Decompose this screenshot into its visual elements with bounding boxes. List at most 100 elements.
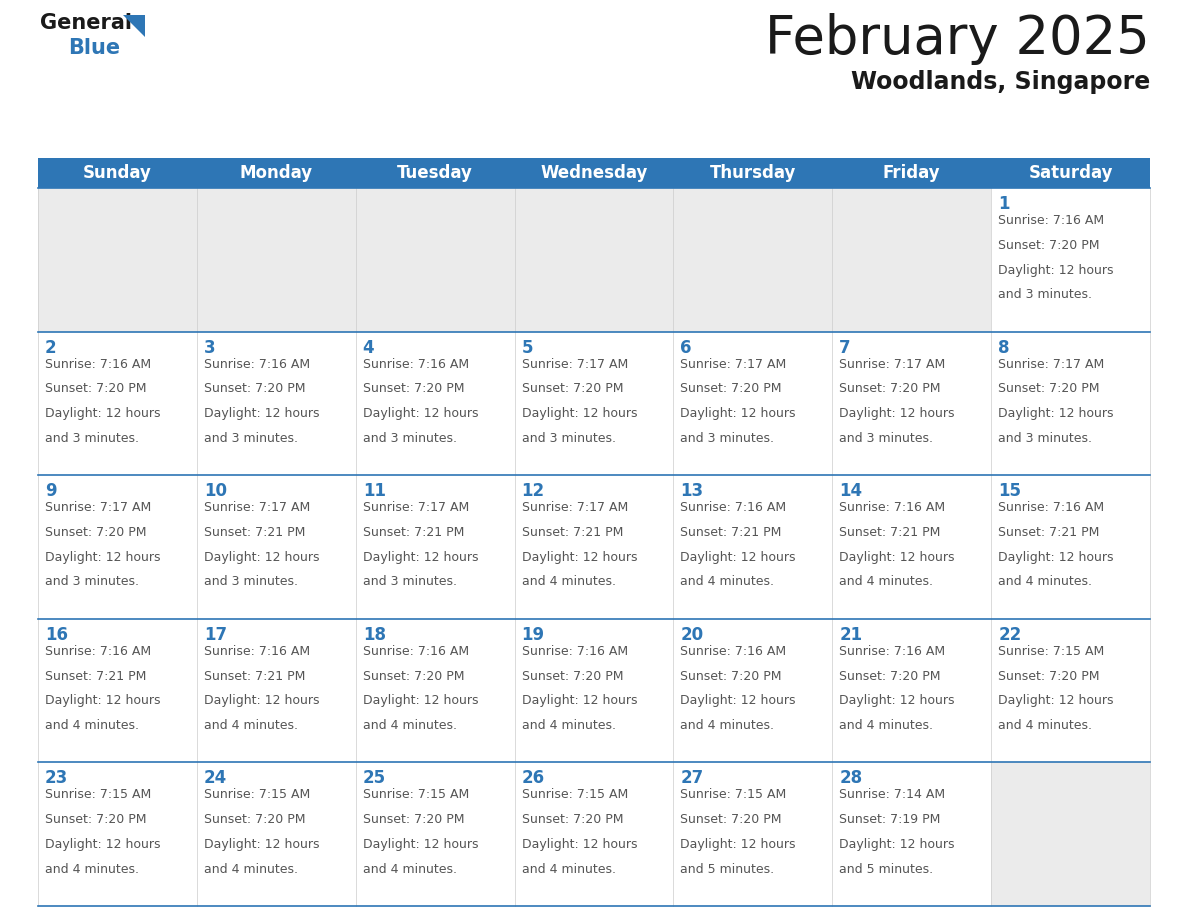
Text: Sunset: 7:20 PM: Sunset: 7:20 PM bbox=[998, 239, 1100, 252]
Text: and 3 minutes.: and 3 minutes. bbox=[204, 576, 298, 588]
Text: Daylight: 12 hours: Daylight: 12 hours bbox=[681, 694, 796, 707]
Text: Sunset: 7:20 PM: Sunset: 7:20 PM bbox=[998, 669, 1100, 683]
Bar bbox=[355, 763, 514, 906]
Text: Sunset: 7:20 PM: Sunset: 7:20 PM bbox=[45, 813, 146, 826]
Text: 10: 10 bbox=[204, 482, 227, 500]
Text: Daylight: 12 hours: Daylight: 12 hours bbox=[998, 694, 1113, 707]
Text: Daylight: 12 hours: Daylight: 12 hours bbox=[522, 838, 637, 851]
Bar bbox=[991, 619, 1150, 763]
Bar bbox=[833, 619, 991, 763]
Text: Sunrise: 7:17 AM: Sunrise: 7:17 AM bbox=[681, 358, 786, 371]
Text: Sunset: 7:19 PM: Sunset: 7:19 PM bbox=[839, 813, 941, 826]
Text: Sunset: 7:20 PM: Sunset: 7:20 PM bbox=[998, 383, 1100, 396]
Text: and 3 minutes.: and 3 minutes. bbox=[362, 576, 456, 588]
Text: and 4 minutes.: and 4 minutes. bbox=[362, 719, 456, 732]
Text: and 3 minutes.: and 3 minutes. bbox=[998, 288, 1092, 301]
Text: Daylight: 12 hours: Daylight: 12 hours bbox=[204, 838, 320, 851]
Text: Sunrise: 7:16 AM: Sunrise: 7:16 AM bbox=[839, 644, 946, 658]
Bar bbox=[991, 763, 1150, 906]
Text: Sunrise: 7:17 AM: Sunrise: 7:17 AM bbox=[45, 501, 151, 514]
Text: and 5 minutes.: and 5 minutes. bbox=[681, 863, 775, 876]
Text: Sunset: 7:21 PM: Sunset: 7:21 PM bbox=[204, 669, 305, 683]
Text: 24: 24 bbox=[204, 769, 227, 788]
Text: Sunset: 7:21 PM: Sunset: 7:21 PM bbox=[45, 669, 146, 683]
Text: Wednesday: Wednesday bbox=[541, 164, 647, 182]
Text: Sunset: 7:20 PM: Sunset: 7:20 PM bbox=[204, 383, 305, 396]
Text: Sunrise: 7:16 AM: Sunrise: 7:16 AM bbox=[204, 358, 310, 371]
Text: Sunset: 7:21 PM: Sunset: 7:21 PM bbox=[839, 526, 941, 539]
Bar bbox=[833, 476, 991, 619]
Text: Sunset: 7:20 PM: Sunset: 7:20 PM bbox=[522, 669, 623, 683]
Text: 7: 7 bbox=[839, 339, 851, 356]
Text: Daylight: 12 hours: Daylight: 12 hours bbox=[522, 694, 637, 707]
Bar bbox=[991, 331, 1150, 476]
Text: Sunrise: 7:16 AM: Sunrise: 7:16 AM bbox=[45, 644, 151, 658]
Text: and 3 minutes.: and 3 minutes. bbox=[362, 431, 456, 445]
Text: Sunrise: 7:17 AM: Sunrise: 7:17 AM bbox=[522, 358, 627, 371]
Text: 9: 9 bbox=[45, 482, 57, 500]
Text: Sunrise: 7:14 AM: Sunrise: 7:14 AM bbox=[839, 789, 946, 801]
Bar bbox=[674, 331, 833, 476]
Text: and 4 minutes.: and 4 minutes. bbox=[204, 863, 298, 876]
Bar bbox=[38, 188, 197, 331]
Text: and 3 minutes.: and 3 minutes. bbox=[839, 431, 934, 445]
Bar bbox=[991, 188, 1150, 331]
Text: Sunset: 7:20 PM: Sunset: 7:20 PM bbox=[522, 813, 623, 826]
Bar bbox=[197, 619, 355, 763]
Text: 13: 13 bbox=[681, 482, 703, 500]
Bar bbox=[38, 331, 197, 476]
Text: Tuesday: Tuesday bbox=[397, 164, 473, 182]
Bar bbox=[197, 476, 355, 619]
Bar bbox=[674, 188, 833, 331]
Text: Sunset: 7:21 PM: Sunset: 7:21 PM bbox=[522, 526, 623, 539]
Bar bbox=[38, 763, 197, 906]
Text: and 4 minutes.: and 4 minutes. bbox=[362, 863, 456, 876]
Text: and 4 minutes.: and 4 minutes. bbox=[522, 863, 615, 876]
Text: and 5 minutes.: and 5 minutes. bbox=[839, 863, 934, 876]
Bar bbox=[355, 476, 514, 619]
Text: 25: 25 bbox=[362, 769, 386, 788]
Text: and 4 minutes.: and 4 minutes. bbox=[839, 719, 934, 732]
Bar bbox=[674, 619, 833, 763]
Text: and 4 minutes.: and 4 minutes. bbox=[45, 719, 139, 732]
Text: Sunset: 7:21 PM: Sunset: 7:21 PM bbox=[362, 526, 465, 539]
Bar bbox=[514, 763, 674, 906]
Bar bbox=[991, 476, 1150, 619]
Text: Daylight: 12 hours: Daylight: 12 hours bbox=[522, 407, 637, 420]
Text: Sunrise: 7:17 AM: Sunrise: 7:17 AM bbox=[839, 358, 946, 371]
Text: 20: 20 bbox=[681, 626, 703, 644]
Bar bbox=[674, 763, 833, 906]
Text: Saturday: Saturday bbox=[1029, 164, 1113, 182]
Bar bbox=[833, 331, 991, 476]
Text: Sunrise: 7:15 AM: Sunrise: 7:15 AM bbox=[204, 789, 310, 801]
Text: Daylight: 12 hours: Daylight: 12 hours bbox=[839, 407, 955, 420]
Text: Daylight: 12 hours: Daylight: 12 hours bbox=[45, 551, 160, 564]
Text: 21: 21 bbox=[839, 626, 862, 644]
Text: Daylight: 12 hours: Daylight: 12 hours bbox=[362, 838, 479, 851]
Text: Daylight: 12 hours: Daylight: 12 hours bbox=[839, 838, 955, 851]
Text: Sunset: 7:20 PM: Sunset: 7:20 PM bbox=[45, 383, 146, 396]
Text: and 4 minutes.: and 4 minutes. bbox=[681, 719, 775, 732]
Text: Sunrise: 7:17 AM: Sunrise: 7:17 AM bbox=[998, 358, 1105, 371]
Text: Sunset: 7:20 PM: Sunset: 7:20 PM bbox=[204, 813, 305, 826]
Text: Blue: Blue bbox=[68, 38, 120, 58]
Text: 14: 14 bbox=[839, 482, 862, 500]
Text: Sunrise: 7:16 AM: Sunrise: 7:16 AM bbox=[362, 644, 469, 658]
Text: Friday: Friday bbox=[883, 164, 941, 182]
Text: General: General bbox=[40, 13, 132, 33]
Text: 17: 17 bbox=[204, 626, 227, 644]
Bar bbox=[514, 476, 674, 619]
Text: 8: 8 bbox=[998, 339, 1010, 356]
Text: Sunset: 7:20 PM: Sunset: 7:20 PM bbox=[681, 813, 782, 826]
Text: Daylight: 12 hours: Daylight: 12 hours bbox=[681, 407, 796, 420]
Text: 12: 12 bbox=[522, 482, 544, 500]
Text: Thursday: Thursday bbox=[709, 164, 796, 182]
Text: Sunrise: 7:15 AM: Sunrise: 7:15 AM bbox=[522, 789, 627, 801]
Text: Sunrise: 7:16 AM: Sunrise: 7:16 AM bbox=[839, 501, 946, 514]
Text: 28: 28 bbox=[839, 769, 862, 788]
Bar bbox=[38, 476, 197, 619]
Text: and 3 minutes.: and 3 minutes. bbox=[204, 431, 298, 445]
Text: Sunset: 7:20 PM: Sunset: 7:20 PM bbox=[681, 669, 782, 683]
Text: Daylight: 12 hours: Daylight: 12 hours bbox=[204, 407, 320, 420]
Text: Sunrise: 7:17 AM: Sunrise: 7:17 AM bbox=[522, 501, 627, 514]
